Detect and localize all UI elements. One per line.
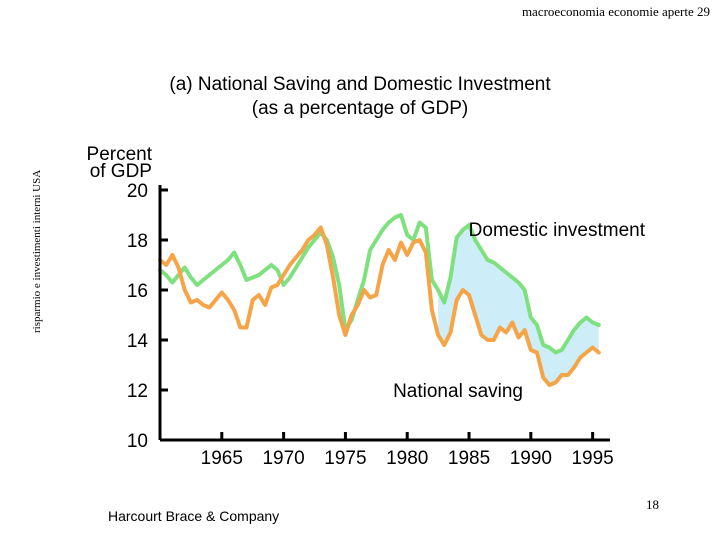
- chart-subtitle: (as a percentage of GDP): [251, 98, 469, 119]
- saving-line: [158, 225, 601, 387]
- slide-header: macroeconomia economie aperte 29: [521, 4, 710, 19]
- annotation-domestic-investment: Domestic investment: [469, 220, 646, 241]
- x-tick-label: 1980: [386, 448, 428, 469]
- gap-layer: [438, 225, 599, 385]
- y-tick-label: 12: [127, 381, 148, 402]
- y-tick-label: 10: [127, 431, 148, 452]
- x-tick-label: 1975: [324, 448, 366, 469]
- publisher-credit: Harcourt Brace & Company: [108, 508, 280, 524]
- y-axis-label-line-2: of GDP: [89, 161, 152, 182]
- y-tick-label: 20: [127, 181, 148, 202]
- series-layer: [158, 213, 601, 387]
- x-tick-label: 1965: [201, 448, 243, 469]
- y-axis-label: Percent of GDP: [60, 144, 152, 182]
- x-tick-label: 1995: [571, 448, 613, 469]
- x-tick-label: 1985: [448, 448, 490, 469]
- axis-layer: 20 18 16 14 12 10 1965 1970 1975 1980 1985 1990 1995: [127, 181, 614, 469]
- y-tick-label: 14: [127, 331, 149, 352]
- x-tick-label: 1970: [262, 448, 304, 469]
- annotation-national-saving: National saving: [393, 381, 523, 402]
- chart-title-block: (a) National Saving and Domestic Investm…: [0, 73, 720, 121]
- y-tick-label: 18: [127, 231, 148, 252]
- y-axis-label-line-1: Percent: [86, 144, 152, 165]
- investment-line: [158, 213, 601, 355]
- x-tick-label: 1990: [510, 448, 552, 469]
- chart-title: (a) National Saving and Domestic Investm…: [169, 74, 551, 95]
- page-number: 18: [646, 497, 659, 512]
- gap-area: [438, 225, 599, 385]
- annotation-layer: Domestic investment National saving: [393, 220, 646, 402]
- y-tick-label: 16: [127, 281, 148, 302]
